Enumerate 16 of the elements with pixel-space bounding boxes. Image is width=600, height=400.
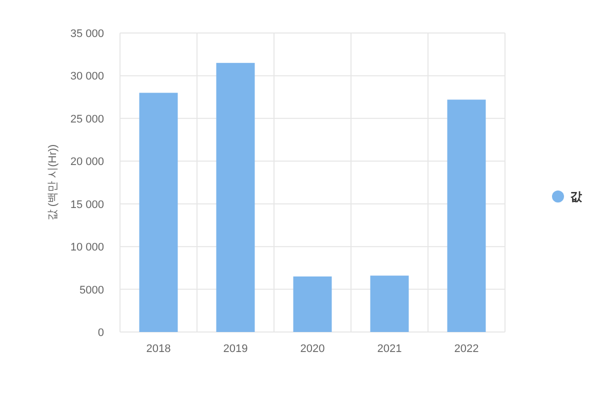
- y-tick-label: 20 000: [70, 156, 104, 168]
- y-tick-label: 30 000: [70, 70, 104, 83]
- y-tick-label: 15 000: [70, 198, 104, 211]
- x-tick-label: 2019: [223, 343, 248, 355]
- x-tick-label: 2018: [146, 343, 171, 355]
- y-tick-label: 10 000: [70, 242, 104, 254]
- legend-label: 값: [570, 190, 583, 204]
- y-tick-label: 25 000: [70, 113, 104, 126]
- y-tick-label: 5000: [80, 284, 104, 296]
- y-tick-label: 35 000: [70, 28, 104, 40]
- x-tick-label: 2021: [377, 343, 402, 355]
- x-tick-label: 2020: [300, 343, 325, 355]
- x-tick-label: 2022: [454, 343, 479, 355]
- y-axis-title: 값 (백만 시(Hr)): [47, 144, 59, 221]
- legend: 값: [552, 190, 582, 204]
- y-tick-label: 0: [98, 327, 104, 339]
